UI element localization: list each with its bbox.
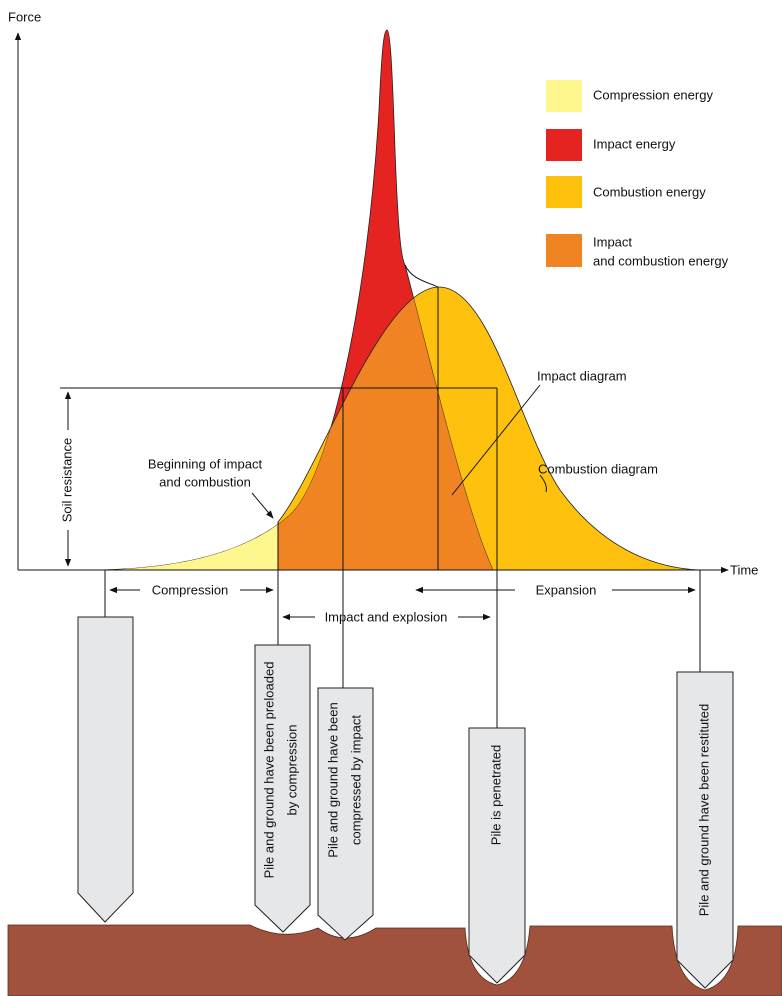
pile-label: Pile and ground have been xyxy=(325,702,340,857)
annotation: Impact diagram xyxy=(537,368,627,383)
legend-label: Compression energy xyxy=(593,87,713,102)
diagram: Force Time Soil resistance Beginning of … xyxy=(0,0,782,996)
legend-swatch xyxy=(546,129,582,161)
legend-swatch xyxy=(546,234,582,267)
legend-label: Impact energy xyxy=(593,136,676,151)
annotation: Beginning of impact xyxy=(148,456,263,471)
pointer xyxy=(252,493,273,518)
pile-label: compressed by impact xyxy=(348,715,363,845)
pile-label: Pile and ground have been restituted xyxy=(696,704,711,917)
legend-swatch xyxy=(546,80,582,112)
pile xyxy=(78,617,133,922)
annotation: Combustion diagram xyxy=(538,461,658,476)
annotation: and combustion xyxy=(159,474,251,489)
y-axis-label: Force xyxy=(8,9,41,24)
pile-label: by compression xyxy=(284,724,299,815)
legend-label: and combustion energy xyxy=(593,253,729,268)
phase-label: Expansion xyxy=(536,582,597,597)
x-axis-label: Time xyxy=(730,562,758,577)
pile-label: Pile and ground have been preloaded xyxy=(261,662,276,879)
legend-label: Impact xyxy=(593,234,632,249)
soil-label: Soil resistance xyxy=(59,438,74,523)
pile-label: Pile is penetrated xyxy=(488,745,503,845)
phase-label: Compression xyxy=(152,582,229,597)
phase-label: Impact and explosion xyxy=(325,609,448,624)
ground xyxy=(8,925,782,996)
legend-swatch xyxy=(546,176,582,208)
legend-label: Combustion energy xyxy=(593,184,706,199)
